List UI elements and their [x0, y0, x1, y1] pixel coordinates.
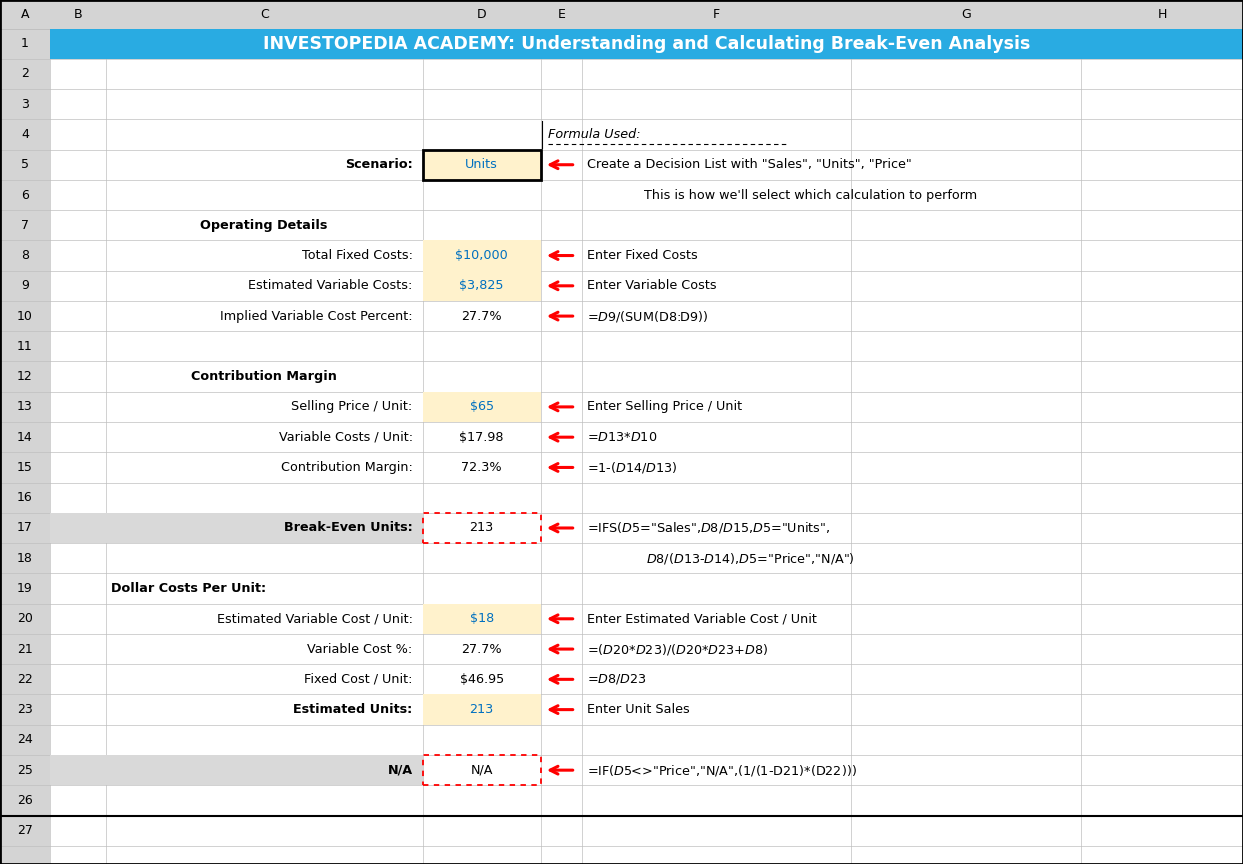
Text: B: B — [73, 8, 82, 21]
Text: 2: 2 — [21, 67, 29, 80]
Text: Estimated Variable Costs:: Estimated Variable Costs: — [249, 279, 413, 292]
Text: 9: 9 — [21, 279, 29, 292]
Text: 17: 17 — [17, 522, 32, 535]
Text: E: E — [557, 8, 566, 21]
Text: 25: 25 — [17, 764, 32, 777]
Text: 15: 15 — [17, 461, 32, 474]
Text: 16: 16 — [17, 492, 32, 505]
Bar — [423, 240, 541, 270]
Text: 72.3%: 72.3% — [461, 461, 502, 474]
Bar — [423, 270, 541, 301]
Text: 26: 26 — [17, 794, 32, 807]
Text: D: D — [477, 8, 486, 21]
Text: 27.7%: 27.7% — [461, 309, 502, 322]
Text: 1: 1 — [21, 37, 29, 50]
Text: 21: 21 — [17, 643, 32, 656]
Text: Estimated Variable Cost / Unit:: Estimated Variable Cost / Unit: — [216, 613, 413, 626]
Text: 6: 6 — [21, 188, 29, 201]
Text: $65: $65 — [470, 400, 493, 413]
Text: Contribution Margin:: Contribution Margin: — [281, 461, 413, 474]
Bar — [50, 513, 106, 543]
Bar — [0, 29, 50, 864]
Text: Variable Costs / Unit:: Variable Costs / Unit: — [278, 430, 413, 444]
Text: H: H — [1157, 8, 1167, 21]
Text: 18: 18 — [17, 552, 32, 565]
Text: $D$8/($D$13-$D$14),$D$5="Price","N/A"): $D$8/($D$13-$D$14),$D$5="Price","N/A") — [646, 550, 855, 566]
Text: Formula Used:: Formula Used: — [548, 128, 640, 141]
Text: 10: 10 — [17, 309, 32, 322]
Bar — [423, 149, 541, 180]
Text: 27.7%: 27.7% — [461, 643, 502, 656]
Text: 7: 7 — [21, 219, 29, 232]
Text: 12: 12 — [17, 370, 32, 383]
Text: 11: 11 — [17, 340, 32, 353]
Text: $18: $18 — [470, 613, 493, 626]
Text: A: A — [21, 8, 29, 21]
Text: 27: 27 — [17, 824, 32, 837]
Text: Enter Selling Price / Unit: Enter Selling Price / Unit — [587, 400, 742, 413]
Text: Units: Units — [465, 158, 498, 171]
Text: Fixed Cost / Unit:: Fixed Cost / Unit: — [305, 673, 413, 686]
Text: 213: 213 — [470, 703, 493, 716]
Bar — [423, 513, 541, 543]
Text: 24: 24 — [17, 734, 32, 746]
Text: 20: 20 — [17, 613, 32, 626]
Bar — [423, 391, 541, 422]
Text: =IF($D$5<>"Price","N/A",(1/(1-D21)*(D22))): =IF($D$5<>"Price","N/A",(1/(1-D21)*(D22)… — [587, 763, 856, 778]
Text: N/A: N/A — [388, 764, 413, 777]
Text: 19: 19 — [17, 582, 32, 595]
Text: Estimated Units:: Estimated Units: — [293, 703, 413, 716]
Bar — [50, 29, 1243, 59]
Bar — [423, 604, 541, 634]
Text: Break-Even Units:: Break-Even Units: — [283, 522, 413, 535]
Text: F: F — [713, 8, 720, 21]
Bar — [50, 755, 106, 785]
Text: 14: 14 — [17, 430, 32, 444]
Bar — [0, 0, 1243, 29]
Text: Enter Unit Sales: Enter Unit Sales — [587, 703, 690, 716]
Text: 3: 3 — [21, 98, 29, 111]
Text: 23: 23 — [17, 703, 32, 716]
Text: =($D$20*$D$23)/($D$20*$D$23+$D$8): =($D$20*$D$23)/($D$20*$D$23+$D$8) — [587, 642, 768, 657]
Text: $17.98: $17.98 — [460, 430, 503, 444]
Text: Selling Price / Unit:: Selling Price / Unit: — [291, 400, 413, 413]
Text: =$D$13*$D$10: =$D$13*$D$10 — [587, 430, 658, 444]
Text: N/A: N/A — [470, 764, 493, 777]
Bar — [106, 755, 423, 785]
Text: 8: 8 — [21, 249, 29, 262]
Text: Create a Decision List with "Sales", "Units", "Price": Create a Decision List with "Sales", "Un… — [587, 158, 911, 171]
Text: Enter Fixed Costs: Enter Fixed Costs — [587, 249, 697, 262]
Text: Total Fixed Costs:: Total Fixed Costs: — [302, 249, 413, 262]
Text: $46.95: $46.95 — [460, 673, 503, 686]
Text: C: C — [260, 8, 268, 21]
Text: Scenario:: Scenario: — [344, 158, 413, 171]
Text: 13: 13 — [17, 400, 32, 413]
Text: 5: 5 — [21, 158, 29, 171]
Bar — [423, 755, 541, 785]
Text: =$D$8/$D$23: =$D$8/$D$23 — [587, 672, 646, 686]
Text: INVESTOPEDIA ACADEMY: Understanding and Calculating Break-Even Analysis: INVESTOPEDIA ACADEMY: Understanding and … — [262, 35, 1030, 53]
Text: 4: 4 — [21, 128, 29, 141]
Text: Variable Cost %:: Variable Cost %: — [307, 643, 413, 656]
Text: Contribution Margin: Contribution Margin — [191, 370, 337, 383]
Bar — [423, 695, 541, 725]
Text: 213: 213 — [470, 522, 493, 535]
Text: $3,825: $3,825 — [460, 279, 503, 292]
Text: Operating Details: Operating Details — [200, 219, 328, 232]
Text: Enter Variable Costs: Enter Variable Costs — [587, 279, 716, 292]
Text: This is how we'll select which calculation to perform: This is how we'll select which calculati… — [644, 188, 977, 201]
Bar — [106, 513, 423, 543]
Text: =$D$9/(SUM(D8:D9)): =$D$9/(SUM(D8:D9)) — [587, 308, 709, 324]
Text: =IFS($D$5="Sales",$D$8/$D$15,$D$5="Units",: =IFS($D$5="Sales",$D$8/$D$15,$D$5="Units… — [587, 520, 830, 536]
Bar — [423, 149, 541, 180]
Text: 22: 22 — [17, 673, 32, 686]
Text: =1-($D$14/$D$13): =1-($D$14/$D$13) — [587, 460, 677, 475]
Text: Enter Estimated Variable Cost / Unit: Enter Estimated Variable Cost / Unit — [587, 613, 817, 626]
Text: Dollar Costs Per Unit:: Dollar Costs Per Unit: — [111, 582, 266, 595]
Text: Implied Variable Cost Percent:: Implied Variable Cost Percent: — [220, 309, 413, 322]
Text: G: G — [962, 8, 971, 21]
Text: $10,000: $10,000 — [455, 249, 508, 262]
